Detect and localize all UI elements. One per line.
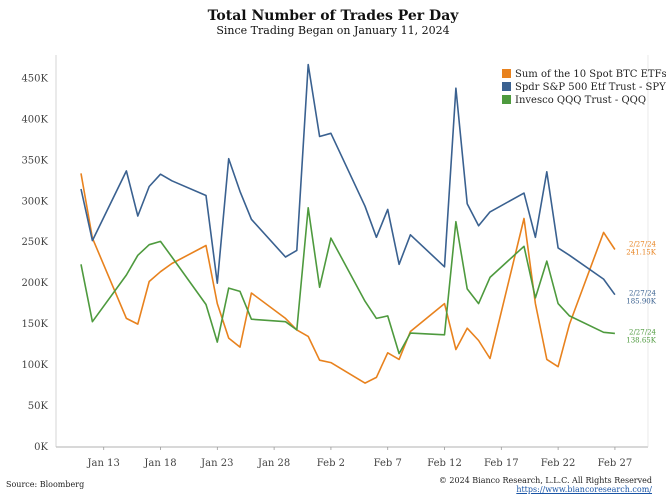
y-tick-label: 250K xyxy=(21,237,48,248)
y-tick-label: 350K xyxy=(21,155,48,166)
x-tick-label: Jan 13 xyxy=(87,458,120,469)
end-label-value-0: 241.15K xyxy=(626,248,656,256)
legend-swatch-2 xyxy=(502,95,511,104)
x-tick-label: Feb 27 xyxy=(598,458,633,469)
copyright-link[interactable]: https://www.biancoresearch.com/ xyxy=(516,485,652,494)
source-note: Source: Bloomberg xyxy=(6,480,85,489)
y-tick-label: 150K xyxy=(21,319,48,330)
series-line-0 xyxy=(80,173,616,384)
x-tick-label: Feb 22 xyxy=(541,458,576,469)
x-tick-label: Feb 12 xyxy=(427,458,462,469)
end-label-date-0: 2/27/24 xyxy=(629,240,657,248)
y-tick-label: 200K xyxy=(21,278,48,289)
chart-title: Total Number of Trades Per Day xyxy=(207,8,459,24)
series-line-2 xyxy=(80,207,615,355)
end-label-date-2: 2/27/24 xyxy=(629,328,657,336)
chart-series-lines xyxy=(80,63,616,384)
y-tick-label: 0K xyxy=(34,442,48,453)
copyright-text: © 2024 Bianco Research, L.L.C. All Right… xyxy=(438,476,652,485)
series-line-1 xyxy=(80,63,616,296)
x-tick-label: Jan 18 xyxy=(143,458,176,469)
chart-subtitle: Since Trading Began on January 11, 2024 xyxy=(216,24,450,37)
x-tick-label: Feb 7 xyxy=(374,458,402,469)
legend-label-2: Invesco QQQ Trust - QQQ xyxy=(515,95,646,106)
y-tick-label: 50K xyxy=(28,401,49,412)
end-label-value-2: 138.65K xyxy=(626,336,656,344)
x-tick-label: Feb 2 xyxy=(317,458,345,469)
legend-swatch-1 xyxy=(502,82,511,91)
chart-legend: Sum of the 10 Spot BTC ETFs Spdr S&P 500 … xyxy=(502,69,666,106)
copyright-block: © 2024 Bianco Research, L.L.C. All Right… xyxy=(439,476,652,494)
chart-axes: 0K 50K 100K 150K 200K 250K 300K 350K 400K 450K Jan… xyxy=(21,55,649,469)
x-tick-label: Jan 28 xyxy=(257,458,290,469)
end-label-value-1: 185.90K xyxy=(626,298,656,306)
y-tick-label: 450K xyxy=(21,73,48,84)
y-tick-label: 300K xyxy=(21,196,48,207)
legend-swatch-0 xyxy=(502,69,511,78)
y-tick-label: 100K xyxy=(21,360,48,371)
y-tick-label: 400K xyxy=(21,114,48,125)
end-label-date-1: 2/27/24 xyxy=(629,290,657,298)
x-tick-label: Feb 17 xyxy=(484,458,519,469)
legend-label-1: Spdr S&P 500 Etf Trust - SPY xyxy=(515,82,666,93)
chart-end-labels: 2/27/24241.15K2/27/24185.90K2/27/24138.6… xyxy=(626,240,656,344)
x-tick-label: Jan 23 xyxy=(200,458,233,469)
legend-label-0: Sum of the 10 Spot BTC ETFs xyxy=(515,69,666,80)
